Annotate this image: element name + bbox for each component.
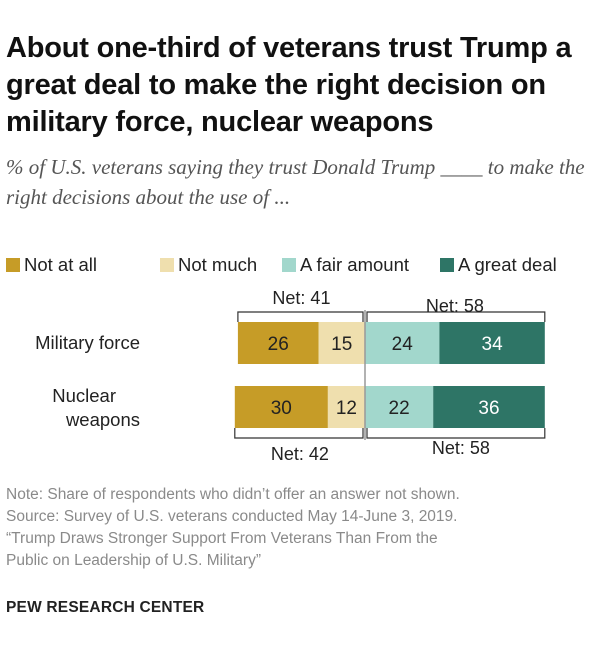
data-label-nuclear-weapons-a-fair-amount: 22: [389, 398, 410, 419]
note-line: Note: Share of respondents who didn’t of…: [6, 486, 460, 503]
legend-label-not-much: Not much: [178, 254, 257, 275]
chart-subtitle: % of U.S. veterans saying they trust Don…: [6, 155, 585, 209]
net-bracket-negative-nuclear-weapons: [234, 428, 364, 439]
net-label-positive-military-force: Net: 58: [426, 296, 484, 316]
category-label-military-force: Military force: [35, 332, 140, 353]
data-label-nuclear-weapons-not-much: 12: [336, 398, 357, 419]
legend-swatch-a-great-deal: [440, 258, 454, 272]
bar-nuclear-weapons-a-great-deal: [433, 386, 545, 428]
bar-military-force-a-great-deal: [439, 322, 545, 364]
category-label-nuclear-weapons: Nuclear weapons: [52, 385, 140, 430]
net-bracket-positive-military-force: [366, 311, 546, 322]
data-label-nuclear-weapons-a-great-deal: 36: [478, 398, 499, 419]
legend-swatch-not-much: [160, 258, 174, 272]
note-line: Public on Leadership of U.S. Military”: [6, 552, 262, 569]
legend-label-not-at-all: Not at all: [24, 254, 97, 275]
legend-label-a-great-deal: A great deal: [458, 254, 557, 275]
data-label-military-force-a-great-deal: 34: [482, 334, 504, 355]
source-brand: PEW RESEARCH CENTER: [6, 599, 205, 616]
bar-nuclear-weapons-a-fair-amount: [365, 386, 434, 428]
notes: Note: Share of respondents who didn’t of…: [6, 484, 591, 572]
bar-military-force-a-fair-amount: [365, 322, 440, 364]
diverging-bar-chart: Not at all Not much A fair amount A great d…: [6, 254, 557, 464]
net-bracket-negative-military-force: [237, 311, 364, 322]
data-label-military-force-not-at-all: 26: [268, 334, 289, 355]
note-line: Source: Survey of U.S. veterans conducte…: [6, 508, 458, 525]
data-label-military-force-not-much: 15: [331, 334, 352, 355]
bar-nuclear-weapons-not-at-all: [234, 386, 328, 428]
net-label-negative-military-force: Net: 41: [272, 288, 330, 308]
chart-title: About one-third of veterans trust Trump …: [6, 32, 572, 138]
net-label-negative-nuclear-weapons: Net: 42: [271, 444, 329, 464]
note-line: “Trump Draws Stronger Support From Veter…: [6, 530, 438, 547]
bar-nuclear-weapons-not-much: [327, 386, 365, 428]
data-label-military-force-a-fair-amount: 24: [392, 334, 414, 355]
legend-label-a-fair-amount: A fair amount: [300, 254, 409, 275]
legend-swatch-a-fair-amount: [282, 258, 296, 272]
legend-swatch-not-at-all: [6, 258, 20, 272]
bar-military-force-not-much: [318, 322, 365, 364]
net-bracket-positive-nuclear-weapons: [366, 428, 546, 439]
bar-military-force-not-at-all: [237, 322, 319, 364]
net-label-positive-nuclear-weapons: Net: 58: [432, 438, 490, 458]
data-label-nuclear-weapons-not-at-all: 30: [271, 398, 292, 419]
